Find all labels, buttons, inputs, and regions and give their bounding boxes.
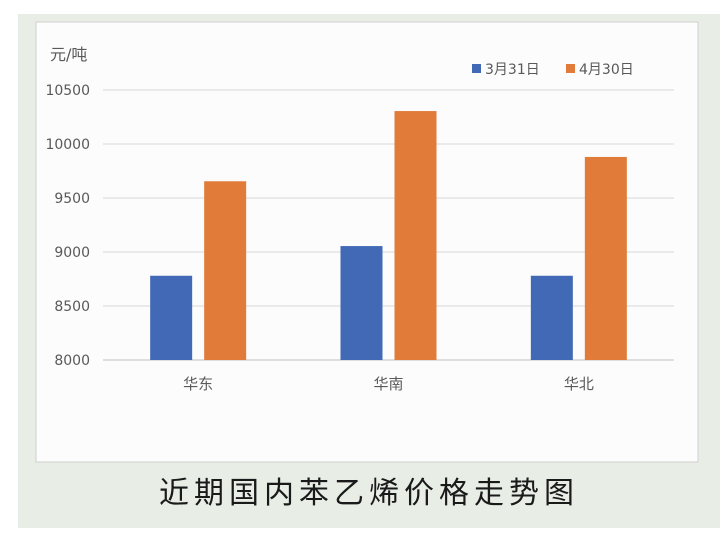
bar-华北-4月30日 bbox=[584, 156, 627, 360]
bar-华北-3月31日 bbox=[530, 275, 573, 360]
gridlines bbox=[103, 89, 674, 361]
bars bbox=[150, 111, 627, 360]
legend: 3月31日 4月30日 bbox=[472, 62, 634, 78]
bar-华东-3月31日 bbox=[150, 275, 193, 360]
figure-caption: 近期国内苯乙烯价格走势图 bbox=[159, 476, 579, 511]
x-category-label: 华东 bbox=[183, 375, 213, 393]
x-category-label: 华南 bbox=[373, 375, 403, 393]
y-tick-label: 8000 bbox=[54, 353, 90, 369]
bar-华南-3月31日 bbox=[340, 246, 383, 360]
legend-label: 4月30日 bbox=[579, 62, 634, 78]
bar-华南-4月30日 bbox=[394, 111, 437, 360]
y-tick-label: 9000 bbox=[54, 245, 90, 261]
legend-swatch bbox=[566, 64, 575, 73]
y-tick-label: 10000 bbox=[45, 137, 90, 153]
y-tick-label: 10500 bbox=[45, 83, 90, 99]
x-category-label: 华北 bbox=[564, 375, 594, 393]
bar-华东-4月30日 bbox=[204, 181, 247, 360]
x-axis-categories: 华东 华南 华北 bbox=[183, 375, 594, 393]
y-tick-label: 8500 bbox=[54, 299, 90, 315]
y-axis-unit-label: 元/吨 bbox=[50, 45, 87, 64]
bar-chart: 8000 8500 9000 9500 10000 10500 华东 华南 华北 元/吨 3月… bbox=[35, 21, 699, 463]
y-axis-ticks: 8000 8500 9000 9500 10000 10500 bbox=[45, 83, 90, 369]
legend-label: 3月31日 bbox=[485, 62, 540, 78]
legend-swatch bbox=[472, 64, 481, 73]
y-tick-label: 9500 bbox=[54, 191, 90, 207]
